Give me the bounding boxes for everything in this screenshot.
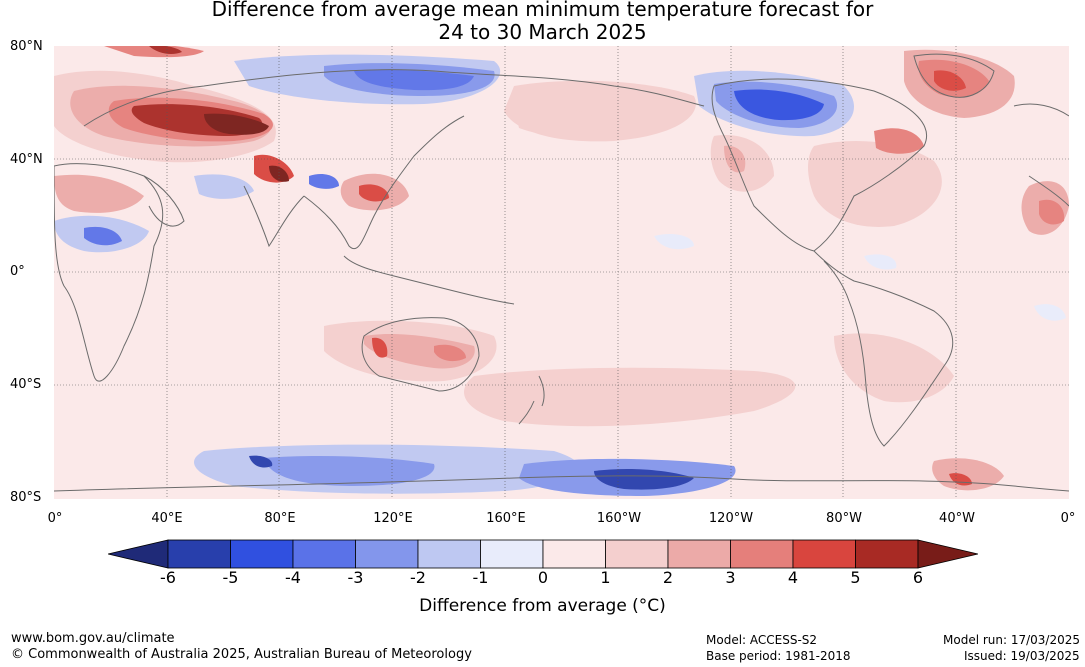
colorbar-segment: [480, 539, 544, 569]
colorbar-tick-label: -2: [410, 568, 426, 587]
colorbar-segment: [542, 539, 606, 569]
lon-label-40w: 40°W: [939, 511, 975, 526]
colorbar-segment: [792, 539, 856, 569]
anomaly-fields: [54, 46, 1069, 496]
lat-label-40s: 40°S: [10, 377, 42, 392]
map-title-line-2: 24 to 30 March 2025: [438, 20, 647, 44]
colorbar-segment: [230, 539, 294, 569]
lon-label-80e: 80°E: [264, 511, 296, 526]
lon-label-160e: 160°E: [486, 511, 526, 526]
footer-base-period: Base period: 1981-2018: [706, 649, 851, 663]
colorbar-tick-label: 4: [787, 568, 799, 587]
footer-model: Model: ACCESS-S2: [706, 633, 818, 647]
footer-issued: Issued: 19/03/2025: [964, 649, 1080, 663]
colorbar-tick-label: 3: [725, 568, 736, 587]
colorbar-tick-label: -4: [285, 568, 301, 587]
colorbar-label: Difference from average (°C): [419, 596, 666, 616]
temperature-anomaly-map: [54, 46, 1069, 499]
colorbar-segment: [292, 539, 356, 569]
lon-label-80w: 80°W: [826, 511, 862, 526]
footer-copyright: © Commonwealth of Australia 2025, Austra…: [11, 647, 472, 662]
colorbar-tick-label: -5: [222, 568, 239, 587]
colorbar-extend-low: [108, 539, 169, 569]
colorbar-segment: [730, 539, 794, 569]
colorbar-segment: [855, 539, 919, 569]
lon-label-160w: 160°W: [596, 511, 642, 526]
colorbar-extend-high: [917, 539, 978, 569]
lon-label-120w: 120°W: [708, 511, 754, 526]
lon-label-120e: 120°E: [373, 511, 413, 526]
colorbar-tick-label: -6: [160, 568, 176, 587]
lat-label-0: 0°: [10, 264, 25, 279]
colorbar-segment: [667, 539, 731, 569]
colorbar-tick-label: 2: [662, 568, 674, 587]
colorbar: [108, 539, 978, 569]
colorbar-segment: [605, 539, 669, 569]
lat-label-40n: 40°N: [10, 152, 43, 167]
graticule: [54, 46, 1069, 499]
lon-label-0-right: 0°: [1060, 511, 1076, 526]
colorbar-tick-label: 5: [850, 568, 861, 587]
map-graphic: [54, 46, 1069, 499]
colorbar-tick-label: 6: [912, 568, 924, 587]
colorbar-segment: [355, 539, 419, 569]
lon-label-40e: 40°E: [151, 511, 183, 526]
map-title-line-1: Difference from average mean minimum tem…: [211, 0, 874, 21]
colorbar-tick-label: -1: [472, 568, 489, 587]
lat-label-80s: 80°S: [10, 490, 42, 505]
colorbar-segment: [417, 539, 481, 569]
lat-label-80n: 80°N: [10, 39, 43, 54]
footer-url[interactable]: www.bom.gov.au/climate: [11, 631, 175, 646]
coastlines: [54, 53, 1069, 492]
footer-model-run: Model run: 17/03/2025: [943, 633, 1081, 647]
colorbar-tick-label: 0: [537, 568, 549, 587]
lon-label-0-left: 0°: [47, 511, 63, 526]
colorbar-segment: [167, 539, 231, 569]
colorbar-tick-label: 1: [600, 568, 611, 587]
colorbar-tick-label: -3: [347, 568, 364, 587]
